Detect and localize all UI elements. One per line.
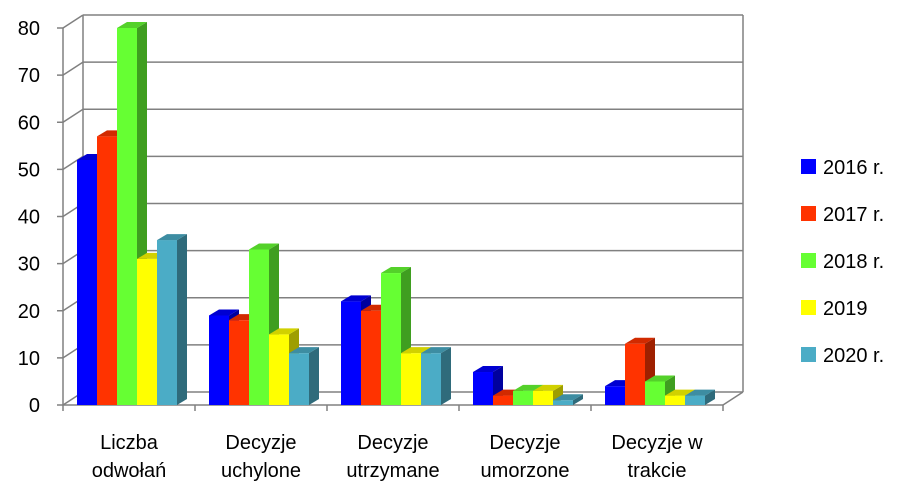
- bar-front: [249, 249, 269, 405]
- y-tick-label: 10: [18, 348, 40, 370]
- bar-side: [441, 347, 451, 405]
- bar-front: [361, 310, 381, 405]
- bar-top: [341, 295, 371, 302]
- y-tick-label: 30: [18, 254, 40, 276]
- legend-item: 2018 r.: [801, 251, 884, 273]
- legend-label: 2018 r.: [823, 251, 884, 273]
- bar-front: [137, 258, 157, 405]
- floor-right-edge: [722, 391, 744, 406]
- bar-side: [705, 389, 715, 405]
- gridlines: [62, 14, 744, 406]
- bar-top: [645, 375, 675, 382]
- bar-top: [249, 243, 279, 250]
- legend-label: 2020 r.: [823, 345, 884, 367]
- bar-top: [625, 337, 655, 344]
- bar-top: [157, 234, 187, 241]
- legend-swatch: [801, 253, 816, 268]
- bar-front: [77, 159, 97, 405]
- y-tick-label: 50: [18, 159, 40, 181]
- legend-label: 2019: [823, 298, 868, 320]
- bar-front: [269, 334, 289, 405]
- bar-front: [117, 28, 137, 405]
- bar: [421, 347, 451, 405]
- y-tick-label: 60: [18, 112, 40, 134]
- bar: [157, 234, 187, 405]
- bar-front: [533, 390, 553, 405]
- legend-swatch: [801, 159, 816, 174]
- bar-top: [209, 309, 239, 316]
- x-tick-label: Decyzje utrzymane: [346, 432, 439, 482]
- bar-top: [117, 22, 147, 28]
- legend-swatch: [801, 206, 816, 221]
- x-tick-label: Decyzje umorzone: [481, 432, 570, 482]
- legend-swatch: [801, 300, 816, 315]
- bar-top: [553, 394, 583, 401]
- bar-front: [685, 395, 705, 405]
- axis-labels: 0 10 20 30 40 50 60 70 80 Liczba odwołań Decyzje uch…: [18, 18, 703, 482]
- bar-front: [625, 343, 645, 405]
- y-tick-label: 0: [29, 395, 40, 417]
- bar-top: [533, 384, 563, 391]
- bar-front: [553, 400, 573, 405]
- bar-front: [97, 136, 117, 405]
- bar-front: [157, 240, 177, 405]
- bar-top: [381, 267, 411, 274]
- bar-side: [177, 234, 187, 405]
- bar-side: [309, 347, 319, 405]
- bar-front: [229, 320, 249, 405]
- gridline-diagonal: [62, 14, 84, 29]
- bar-top: [269, 328, 299, 335]
- bars: [77, 22, 715, 405]
- bar: [553, 394, 583, 405]
- bar-top: [289, 347, 319, 354]
- bar-front: [645, 381, 665, 405]
- y-tick-label: 20: [18, 301, 40, 323]
- legend-item: 2019: [801, 298, 868, 320]
- bar-front: [493, 395, 513, 405]
- y-tick-label: 70: [18, 65, 40, 87]
- y-tick-label: 40: [18, 207, 40, 229]
- gridline-diagonal: [62, 108, 84, 123]
- legend-label: 2016 r.: [823, 157, 884, 179]
- bar-top: [421, 347, 451, 354]
- bar-top: [473, 366, 503, 373]
- legend-swatch: [801, 347, 816, 362]
- x-tick-label: Decyzje uchylone: [221, 432, 301, 482]
- x-tick-label: Liczba odwołań: [92, 432, 167, 482]
- bar-front: [209, 315, 229, 405]
- bar-front: [341, 301, 361, 405]
- legend-item: 2017 r.: [801, 204, 884, 226]
- bar-front: [665, 395, 685, 405]
- bar-front: [513, 390, 533, 405]
- bar-top: [685, 389, 715, 396]
- bar: [685, 389, 715, 405]
- bar-front: [401, 353, 421, 405]
- x-tick-label: Decyzje w trakcie: [611, 432, 703, 482]
- legend-item: 2020 r.: [801, 345, 884, 367]
- bar-front: [421, 353, 441, 405]
- bar-front: [381, 273, 401, 405]
- bar-front: [473, 372, 493, 405]
- legend-label: 2017 r.: [823, 204, 884, 226]
- bar: [289, 347, 319, 405]
- legend-item: 2016 r.: [801, 157, 884, 179]
- gridline-diagonal: [62, 61, 84, 76]
- bar-front: [289, 353, 309, 405]
- y-tick-label: 80: [18, 18, 40, 40]
- bar-side: [573, 394, 583, 405]
- bar-front: [605, 386, 625, 405]
- legend: 2016 r. 2017 r. 2018 r. 2019 2020 r.: [801, 157, 884, 367]
